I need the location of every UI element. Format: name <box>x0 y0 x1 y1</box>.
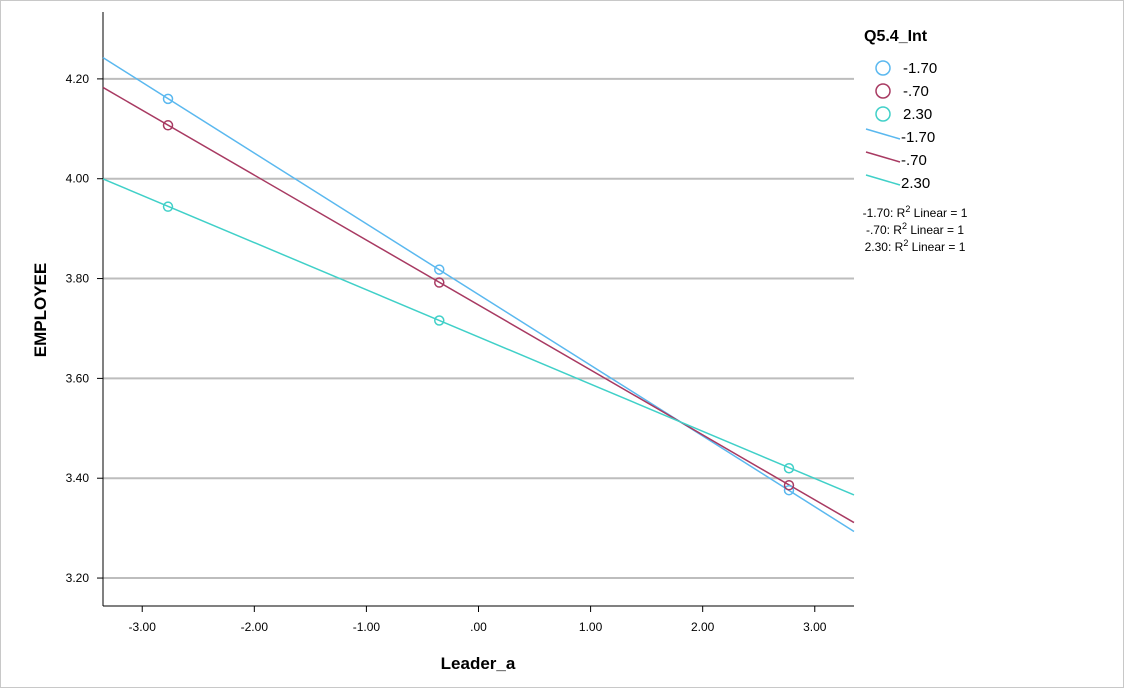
legend-title: Q5.4_Int <box>864 28 928 45</box>
legend-line-swatch <box>865 174 901 186</box>
x-tick-label: 2.00 <box>691 620 715 634</box>
x-tick-label: -2.00 <box>241 620 269 634</box>
y-tick-label: 3.80 <box>66 272 90 286</box>
data-point <box>162 201 174 212</box>
legend-marker-entries: -1.70 -.70 2.30 <box>875 60 937 123</box>
legend-line-swatch <box>865 128 901 140</box>
r2-annotation: -.70: R2 Linear = 1 <box>866 221 964 237</box>
legend-line-swatch <box>865 151 901 163</box>
data-point <box>783 462 795 474</box>
legend-line-entries: -1.70 -.70 2.30 <box>865 128 935 192</box>
legend-marker <box>875 106 891 122</box>
fit-line <box>102 56 855 533</box>
r2-annotation: -1.70: R2 Linear = 1 <box>863 204 968 220</box>
legend-line-label: -1.70 <box>901 129 935 146</box>
x-tick-label: -3.00 <box>129 620 157 634</box>
fit-line <box>102 86 855 524</box>
x-tick-label: 3.00 <box>803 620 827 634</box>
legend-marker-label: 2.30 <box>903 106 932 123</box>
legend: Q5.4_Int -1.70 -.70 2.30 -1.70 -.70 2.30 -1.… <box>863 28 968 254</box>
legend-line-label: 2.30 <box>901 175 930 192</box>
y-tick-label: 3.40 <box>66 471 90 485</box>
x-axis-title: Leader_a <box>441 654 516 673</box>
data-point <box>434 315 445 326</box>
legend-marker <box>875 83 891 99</box>
r2-annotation: 2.30: R2 Linear = 1 <box>865 238 966 254</box>
data-point <box>434 277 445 288</box>
x-tick-label: -1.00 <box>353 620 381 634</box>
legend-marker <box>875 60 891 76</box>
data-points <box>162 93 795 496</box>
axes <box>102 12 854 607</box>
x-tick-label: 1.00 <box>579 620 603 634</box>
data-point <box>434 264 445 275</box>
data-point <box>162 120 174 131</box>
legend-marker-label: -.70 <box>903 83 929 100</box>
ticks: 3.20 3.40 3.60 3.80 4.00 4.20 -3.00 -2.00 -1.00.… <box>66 72 827 634</box>
data-point <box>783 484 795 496</box>
y-tick-label: 4.00 <box>66 172 90 186</box>
y-tick-label: 3.20 <box>66 571 90 585</box>
legend-line-label: -.70 <box>901 152 927 169</box>
data-point <box>162 93 174 105</box>
legend-marker-label: -1.70 <box>903 60 937 77</box>
x-tick-label: .00 <box>470 620 487 634</box>
fit-line <box>102 178 855 496</box>
fit-lines <box>102 56 855 533</box>
legend-r2-annotations: -1.70: R2 Linear = 1-.70: R2 Linear = 12… <box>863 204 968 254</box>
y-tick-label: 4.20 <box>66 72 90 86</box>
data-point <box>783 479 795 491</box>
y-tick-label: 3.60 <box>66 371 90 385</box>
y-axis-title: EMPLOYEE <box>31 263 50 357</box>
grid-lines <box>103 77 854 580</box>
